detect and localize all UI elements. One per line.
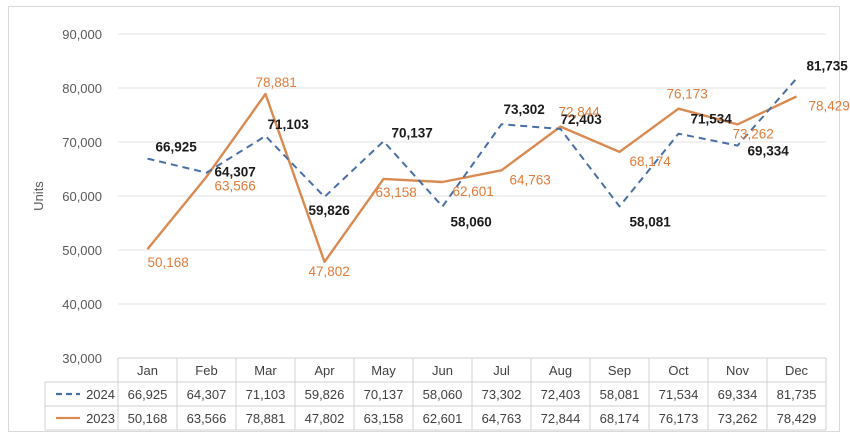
- table-cell-2023: 72,844: [541, 411, 581, 426]
- x-tick-label: Jul: [493, 363, 510, 378]
- chart-frame: [8, 6, 840, 432]
- data-label-2024: 59,826: [309, 203, 351, 218]
- y-tick-label: 80,000: [62, 81, 102, 96]
- x-tick-label: Sep: [608, 363, 631, 378]
- table-cell-2023: 78,429: [777, 411, 817, 426]
- data-label-2024: 72,403: [561, 112, 603, 127]
- x-tick-label: Nov: [726, 363, 750, 378]
- x-tick-label: Apr: [314, 363, 335, 378]
- table-cell-2024: 69,334: [718, 387, 758, 402]
- data-label-2024: 70,137: [392, 125, 433, 140]
- data-label-2023: 72,844: [559, 105, 601, 120]
- data-label-2024: 66,925: [156, 140, 198, 155]
- x-tick-label: Oct: [668, 363, 689, 378]
- data-label-2023: 64,763: [510, 172, 551, 187]
- data-label-2024: 81,735: [807, 59, 849, 74]
- table-cell-2023: 78,881: [246, 411, 286, 426]
- data-label-2024: 58,060: [451, 214, 492, 229]
- data-label-2023: 47,802: [309, 264, 350, 279]
- data-label-2024: 73,302: [504, 102, 545, 117]
- data-label-2023: 68,174: [630, 154, 672, 169]
- table-cell-2024: 70,137: [364, 387, 404, 402]
- y-tick-label: 90,000: [62, 27, 102, 42]
- table-cell-2023: 76,173: [659, 411, 699, 426]
- series-line-2023: [146, 92, 798, 264]
- table-cell-2024: 59,826: [305, 387, 345, 402]
- table-cell-2023: 68,174: [600, 411, 640, 426]
- table-cell-2023: 63,158: [364, 411, 404, 426]
- data-label-2023: 63,566: [215, 179, 256, 194]
- table-cell-2024: 81,735: [777, 387, 817, 402]
- table-cell-2024: 58,060: [423, 387, 463, 402]
- x-tick-label: May: [371, 363, 396, 378]
- table-cell-2024: 71,103: [246, 387, 286, 402]
- data-label-2023: 76,173: [667, 87, 708, 102]
- table-cell-2024: 72,403: [541, 387, 581, 402]
- series-line-2024: [147, 77, 798, 208]
- data-label-2024: 71,103: [268, 117, 310, 132]
- x-tick-label: Mar: [254, 363, 277, 378]
- x-tick-label: Feb: [195, 363, 217, 378]
- table-cell-2023: 47,802: [305, 411, 345, 426]
- x-tick-label: Aug: [549, 363, 572, 378]
- data-label-2023: 50,168: [148, 255, 189, 270]
- data-label-2023: 78,881: [256, 75, 297, 90]
- data-label-2023: 62,601: [453, 184, 494, 199]
- table-cell-2024: 71,534: [659, 387, 699, 402]
- data-label-2024: 69,334: [748, 144, 790, 159]
- data-label-2023: 78,429: [809, 98, 850, 113]
- table-cell-2023: 73,262: [718, 411, 758, 426]
- data-label-2023: 73,262: [733, 126, 774, 141]
- table-cell-2023: 63,566: [187, 411, 227, 426]
- y-tick-label: 50,000: [62, 243, 102, 258]
- table-cell-2023: 64,763: [482, 411, 522, 426]
- table-cell-2023: 50,168: [128, 411, 168, 426]
- y-tick-label: 40,000: [62, 297, 102, 312]
- table-cell-2023: 62,601: [423, 411, 463, 426]
- legend-label-2023: 2023: [86, 411, 115, 426]
- y-tick-label: 30,000: [62, 351, 102, 366]
- y-tick-label: 70,000: [62, 135, 102, 150]
- table-cell-2024: 66,925: [128, 387, 168, 402]
- data-label-2024: 71,534: [691, 112, 733, 127]
- table-cell-2024: 58,081: [600, 387, 640, 402]
- data-label-2024: 58,081: [630, 214, 672, 229]
- x-tick-label: Jan: [137, 363, 158, 378]
- table-cell-2024: 64,307: [187, 387, 227, 402]
- data-label-2023: 63,158: [376, 185, 417, 200]
- x-tick-label: Dec: [785, 363, 809, 378]
- data-label-2024: 64,307: [215, 165, 256, 180]
- y-axis-title: Units: [31, 181, 46, 211]
- legend-label-2024: 2024: [86, 387, 115, 402]
- x-tick-label: Jun: [432, 363, 453, 378]
- y-tick-label: 60,000: [62, 189, 102, 204]
- table-cell-2024: 73,302: [482, 387, 522, 402]
